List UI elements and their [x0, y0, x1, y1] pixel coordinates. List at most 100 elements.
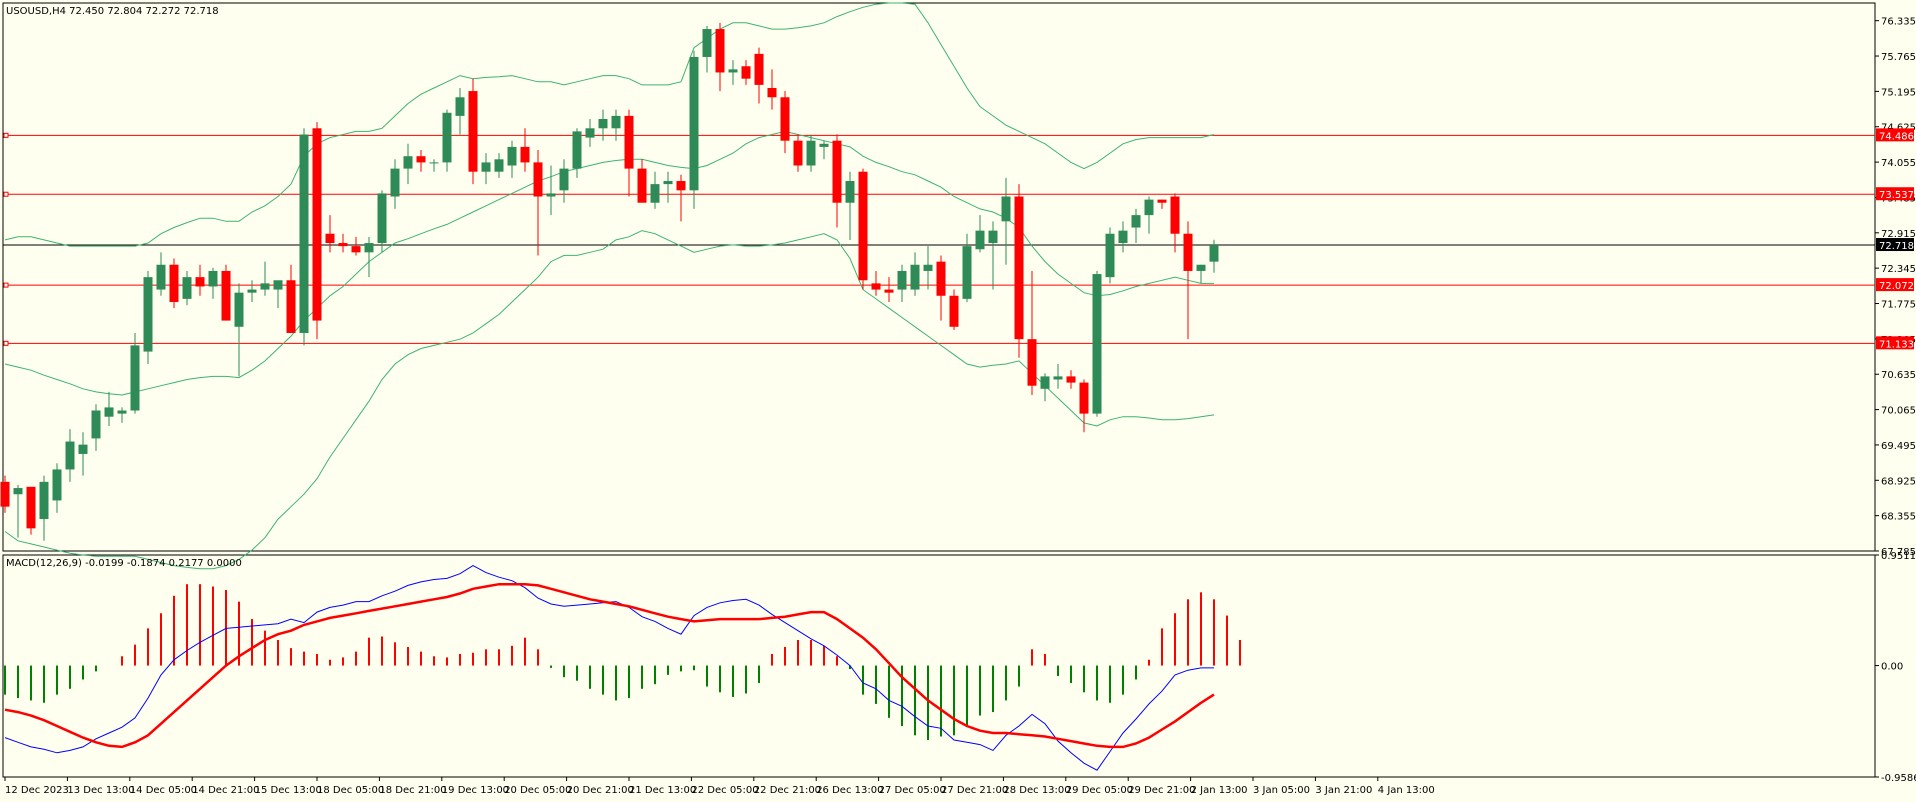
signal-line — [4, 582, 1215, 749]
time-tick-label: 3 Jan 21:00 — [1315, 785, 1372, 796]
candle-body — [728, 69, 738, 73]
candle-body — [1053, 376, 1063, 380]
candle-body — [390, 168, 400, 197]
candle-body — [442, 112, 452, 163]
candle-body — [1196, 264, 1206, 271]
time-tick-label: 22 Dec 21:00 — [754, 785, 821, 796]
candle-body — [143, 277, 153, 352]
candle-body — [832, 140, 842, 203]
candle-body — [364, 243, 374, 253]
price-level-tag — [1876, 187, 1914, 201]
time-tick-label: 27 Dec 21:00 — [941, 785, 1008, 796]
candle-body — [1027, 339, 1037, 386]
candle-body — [1144, 199, 1154, 216]
candle-body — [1014, 196, 1024, 340]
bollinger-bands — [4, 2, 1215, 570]
candle-body — [78, 444, 88, 454]
candle-body — [1079, 382, 1089, 414]
candle-body — [533, 162, 543, 197]
candle-body — [936, 261, 946, 296]
candle-body — [312, 128, 322, 321]
candle-body — [559, 168, 569, 191]
candle-body — [325, 233, 335, 244]
time-tick-label: 14 Dec 21:00 — [192, 785, 259, 796]
candle-body — [39, 481, 49, 520]
macd-tick-label: 0.9511 — [1881, 551, 1916, 562]
price-tick-label: 71.775 — [1881, 300, 1916, 311]
candle-body — [676, 181, 686, 191]
price-tick-label: 68.355 — [1881, 512, 1916, 523]
macd-axis: 0.9511 0.00 -0.9586 — [1875, 551, 1916, 784]
candle-body — [481, 162, 491, 172]
time-tick-label: 12 Dec 2023 — [5, 785, 69, 796]
time-tick-label: 18 Dec 05:00 — [317, 785, 384, 796]
candle-body — [598, 118, 608, 129]
candle-body — [1131, 215, 1141, 228]
candles — [0, 22, 1219, 541]
candle-body — [377, 193, 387, 244]
candle-body — [182, 277, 192, 299]
candle-body — [1105, 233, 1115, 278]
candle-body — [403, 156, 413, 169]
candle-body — [637, 168, 647, 203]
candle-body — [468, 91, 478, 172]
time-tick-label: 19 Dec 13:00 — [442, 785, 509, 796]
candle-body — [845, 181, 855, 203]
candle-body — [949, 295, 959, 327]
candle-body — [572, 131, 582, 169]
candle-body — [416, 156, 426, 163]
candle-body — [1040, 376, 1050, 389]
time-tick-label: 13 Dec 13:00 — [67, 785, 134, 796]
price-level-handle — [3, 191, 9, 197]
candle-body — [0, 481, 10, 507]
time-tick-label: 15 Dec 13:00 — [255, 785, 322, 796]
time-tick-label: 21 Dec 13:00 — [629, 785, 696, 796]
candle-body — [715, 29, 725, 73]
candle-body — [819, 143, 829, 147]
candle-body — [234, 292, 244, 327]
candle-body — [1183, 233, 1193, 271]
price-level-tag — [1876, 336, 1914, 350]
candle-body — [702, 29, 712, 57]
candle-body — [624, 115, 634, 169]
candle-body — [910, 264, 920, 290]
time-tick-label: 20 Dec 21:00 — [567, 785, 634, 796]
candle-body — [247, 289, 257, 293]
candle-body — [208, 270, 218, 287]
candle-body — [806, 140, 816, 166]
candle-body — [689, 56, 699, 191]
candle-body — [975, 230, 985, 250]
price-tick-label: 70.635 — [1881, 370, 1916, 381]
candle-body — [1157, 199, 1167, 203]
time-tick-label: 28 Dec 13:00 — [1003, 785, 1070, 796]
price-tick-label: 70.065 — [1881, 406, 1916, 417]
time-tick-label: 4 Jan 13:00 — [1378, 785, 1435, 796]
price-level-handle — [3, 340, 9, 346]
price-tick-label: 75.195 — [1881, 87, 1916, 98]
time-tick-label: 2 Jan 13:00 — [1191, 785, 1248, 796]
price-tick-label: 72.345 — [1881, 264, 1916, 275]
candle-body — [455, 97, 465, 116]
candle-body — [52, 469, 62, 501]
time-tick-label: 26 Dec 13:00 — [816, 785, 883, 796]
price-level-handle — [3, 282, 9, 288]
candle-body — [65, 441, 75, 470]
time-tick-label: 14 Dec 05:00 — [130, 785, 197, 796]
candle-body — [286, 280, 296, 333]
candle-body — [195, 277, 205, 287]
time-tick-label: 22 Dec 05:00 — [691, 785, 758, 796]
price-pane[interactable] — [2, 2, 1876, 552]
candle-body — [260, 283, 270, 290]
candle-body — [546, 193, 556, 197]
price-level-label: 74.486 — [1879, 131, 1914, 142]
macd-tick-label: 0.00 — [1881, 662, 1903, 673]
candle-body — [1001, 196, 1011, 222]
price-tick-label: 72.915 — [1881, 229, 1916, 240]
candle-body — [871, 283, 881, 290]
candle-body — [858, 171, 868, 281]
price-axis: 76.33575.76575.19574.62574.05573.48572.9… — [1875, 17, 1916, 558]
macd-info: MACD(12,26,9) -0.0199 -0.1874 0.2177 0.0… — [6, 558, 242, 569]
